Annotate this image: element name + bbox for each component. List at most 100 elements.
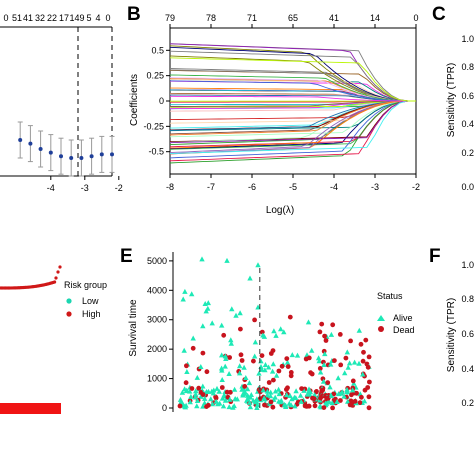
panel-e-dead-point: [358, 341, 364, 347]
panel-b-coefficient-path: [169, 100, 416, 144]
panel-e-alive-point: [227, 396, 233, 402]
panel-a-cv-point: [69, 156, 74, 160]
panel-e-dead-point: [319, 388, 325, 394]
panel-e-alive-point: [222, 397, 229, 403]
panel-e-alive-point: [242, 389, 248, 395]
panel-e-alive-point: [214, 385, 220, 391]
panel-e-alive-point: [328, 361, 334, 367]
panel-e-dead-point: [268, 399, 274, 405]
panel-e-alive-point: [328, 393, 335, 399]
panel-e-alive-point: [309, 347, 315, 353]
panel-e-alive-point: [259, 366, 265, 372]
panel-e-alive-point: [322, 351, 328, 357]
panel-e-alive-point: [223, 356, 229, 361]
panel-e-alive-point: [181, 347, 187, 353]
panel-e-alive-point: [200, 383, 206, 389]
panel-e-alive-point: [222, 363, 228, 369]
panel-b-top-tick-label: 14: [370, 13, 380, 23]
panel-e-dead-point: [365, 385, 371, 390]
panel-e-dead-point: [360, 358, 366, 364]
panel-e-dead-point: [239, 358, 245, 363]
panel-e-dead-point: [359, 394, 364, 400]
panel-b-y-tick-label: -0.25: [143, 121, 164, 131]
panel-e-alive-point: [284, 392, 290, 398]
panel-e-alive-point: [189, 291, 195, 297]
panel-e-y-tick-label: 0: [162, 403, 167, 413]
panel-e-dead-point: [288, 373, 294, 379]
panel-e-alive-point: [306, 386, 312, 392]
panel-e-alive-point: [289, 352, 295, 358]
panel-e-dead-point: [270, 404, 276, 410]
panel-e-alive-point: [298, 398, 304, 404]
panel-a-top-tick-label: 51: [12, 13, 22, 23]
panel-e-dead-point: [288, 370, 294, 375]
panel-f-y-tick-label: 0.6: [461, 329, 474, 339]
panel-b-coefficient-path: [170, 100, 416, 107]
panel-e-alive-point: [269, 368, 276, 374]
panel-e-dead-point: [311, 396, 317, 402]
panel-e-alive-point: [344, 386, 350, 392]
panel-e-dead-point: [331, 397, 337, 403]
panel-e-dead-point: [204, 369, 210, 375]
panel-e-alive-point: [188, 393, 194, 399]
panel-d-risk-point: [58, 265, 62, 269]
panel-e-dead-point: [299, 386, 304, 391]
panel-b-coefficient-path: [169, 100, 416, 155]
panel-e-alive-point: [356, 327, 362, 333]
panel-e-alive-point: [327, 384, 333, 390]
panel-e-alive-point: [344, 389, 350, 395]
panel-b-x-tick-label: -2: [412, 182, 420, 192]
panel-e-alive-point: [281, 329, 287, 335]
panel-b-top-tick-label: 65: [288, 13, 298, 23]
panel-d-legend-title: Risk group: [64, 280, 107, 290]
panel-e-alive-point: [219, 352, 225, 358]
panel-e-dead-point: [213, 394, 219, 400]
panel-e-dead-point: [238, 352, 244, 358]
panel-e-alive-point: [316, 358, 322, 364]
panel-d-risk-point: [54, 276, 58, 280]
panel-e-alive-point: [222, 353, 229, 359]
panel-b-y-tick-label: 0.25: [146, 71, 164, 81]
panel-e-alive-point: [226, 371, 232, 376]
panel-e-dead-point: [268, 351, 274, 356]
panel-e-alive-point: [219, 395, 226, 401]
panel-e-alive-point: [275, 386, 282, 392]
panel-e-alive-point: [179, 389, 186, 395]
panel-e-alive-point: [273, 332, 279, 338]
panel-e-dead-point: [304, 404, 310, 409]
panel-e-alive-point: [220, 403, 227, 409]
panel-e-dead-point: [219, 385, 225, 390]
panel-e-alive-point: [241, 364, 247, 370]
panel-e-alive-point: [182, 288, 188, 294]
panel-e-y-tick-label: 5000: [147, 256, 167, 266]
panel-e-dead-point: [200, 350, 206, 356]
panel-e-alive-point: [184, 369, 190, 374]
panel-e-alive-point: [229, 306, 235, 312]
panel-e-y-tick-label: 1000: [147, 374, 167, 384]
panel-e-dead-point: [259, 329, 265, 335]
panel-e-alive-point: [209, 401, 216, 407]
legend-marker-dead: [378, 326, 384, 332]
panel-c-y-tick-label: 0.0: [461, 182, 474, 192]
panel-e-alive-point: [187, 388, 193, 394]
panel-a-x-tick-label: -2: [115, 183, 123, 193]
panel-e-dead-point: [337, 332, 343, 337]
panel-b-coefficient-path: [169, 74, 416, 102]
panel-e-y-tick-label: 4000: [147, 285, 167, 295]
panel-e-dead-point: [357, 400, 363, 406]
panel-e-alive-point: [243, 375, 249, 380]
panel-b-coefficient-path: [169, 100, 416, 132]
panel-e-alive-point: [267, 393, 274, 399]
panel-e-alive-point: [252, 353, 258, 359]
panel-e-dead-point: [183, 380, 189, 386]
panel-e-alive-point: [346, 360, 353, 366]
panel-e-dead-point: [323, 338, 329, 343]
panel-e-alive-point: [305, 319, 312, 325]
panel-e-dead-point: [306, 355, 312, 361]
panel-c-y-tick-label: 0.4: [461, 119, 474, 129]
panel-e-alive-point: [321, 362, 327, 367]
panel-e-alive-point: [244, 396, 251, 402]
legend-marker-high: [66, 311, 72, 317]
panel-e-dead-point: [348, 338, 353, 344]
panel-c-y-tick-label: 1.0: [461, 34, 474, 44]
